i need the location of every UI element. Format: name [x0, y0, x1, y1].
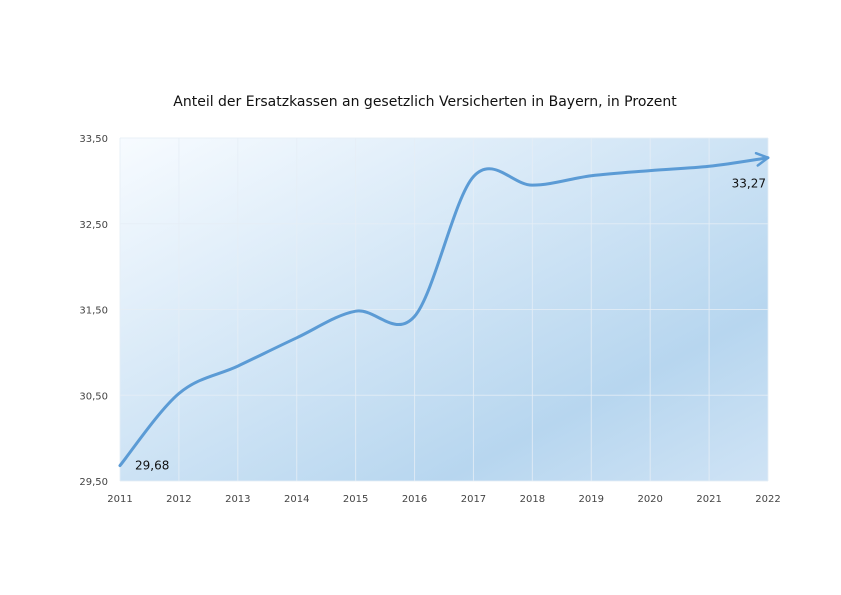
x-tick-label: 2012	[166, 494, 191, 505]
x-tick-label: 2019	[579, 494, 604, 505]
x-tick-label: 2014	[284, 494, 309, 505]
y-tick-label: 30,50	[79, 391, 108, 402]
x-tick-label: 2021	[696, 494, 721, 505]
x-tick-label: 2018	[520, 494, 545, 505]
y-tick-label: 33,50	[79, 134, 108, 145]
y-tick-label: 32,50	[79, 220, 108, 231]
x-tick-label: 2022	[755, 494, 780, 505]
x-tick-label: 2013	[225, 494, 250, 505]
y-tick-label: 29,50	[79, 477, 108, 488]
x-tick-label: 2020	[637, 494, 662, 505]
x-tick-label: 2015	[343, 494, 368, 505]
x-tick-label: 2016	[402, 494, 427, 505]
chart-title: Anteil der Ersatzkassen an gesetzlich Ve…	[173, 94, 677, 110]
x-tick-label: 2017	[461, 494, 486, 505]
data-label: 33,27	[732, 177, 766, 191]
data-label: 29,68	[135, 459, 169, 473]
y-tick-label: 31,50	[79, 306, 108, 317]
x-tick-label: 2011	[107, 494, 132, 505]
series-line	[118, 151, 770, 468]
